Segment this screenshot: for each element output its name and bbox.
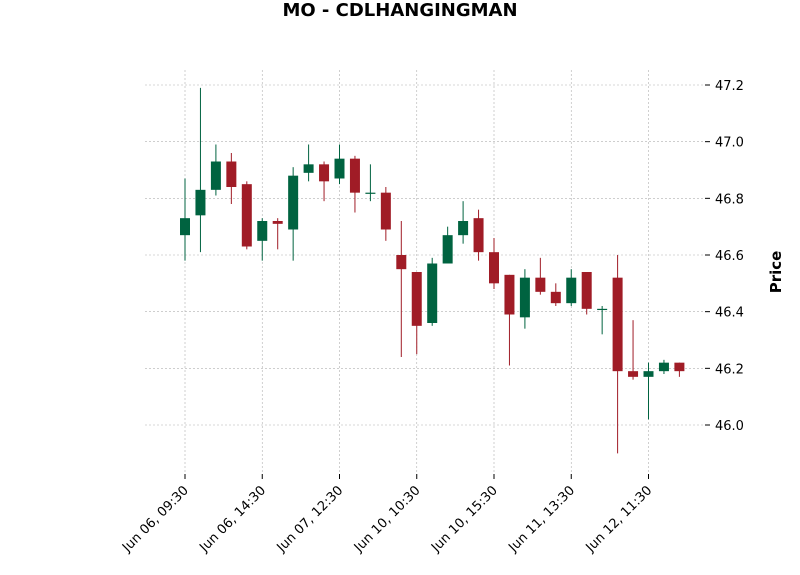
candles	[180, 87, 685, 454]
candle-down	[550, 283, 561, 306]
candle-body	[674, 362, 685, 372]
candle-down	[535, 257, 546, 295]
x-tick-label: Jun 10, 15:30	[428, 483, 501, 556]
chart-title: MO - CDLHANGINGMAN	[282, 0, 518, 21]
candle-body	[195, 189, 206, 216]
candle-body	[180, 218, 190, 236]
candle-up	[427, 257, 438, 326]
candle-body	[504, 274, 515, 315]
candle-body	[241, 184, 252, 247]
candle-body	[643, 371, 654, 377]
candle-body	[257, 221, 268, 241]
candle-body	[365, 192, 376, 194]
candle-down	[396, 221, 407, 357]
candle-body	[581, 272, 592, 309]
y-tick-label: 46.0	[715, 419, 744, 434]
candle-body	[380, 192, 391, 230]
candle-up	[257, 218, 268, 261]
candle-up	[658, 359, 669, 374]
x-axis: Jun 06, 09:30 Jun 06, 14:30 Jun 07, 12:30 J…	[119, 474, 655, 556]
candle-down	[349, 155, 360, 213]
candle-down	[241, 181, 252, 250]
candle-down	[411, 272, 422, 355]
candle-body	[597, 308, 608, 311]
candle-body	[566, 277, 577, 304]
candle-body	[612, 277, 623, 372]
candle-up	[195, 87, 206, 253]
candle-down	[272, 218, 283, 250]
x-tick-label: Jun 06, 09:30	[119, 483, 192, 556]
candle-down	[226, 153, 237, 204]
candle-body	[411, 272, 422, 326]
candle-up	[442, 226, 453, 264]
candle-body	[519, 277, 530, 318]
x-tick-label: Jun 06, 14:30	[196, 483, 269, 556]
candle-down	[504, 274, 515, 366]
candle-body	[550, 291, 561, 304]
candle-body	[288, 175, 299, 230]
y-tick-label: 46.6	[715, 249, 744, 264]
candle-up	[566, 269, 577, 306]
candle-down	[473, 209, 484, 261]
candle-down	[581, 272, 592, 315]
y-axis: 46.0 46.2 46.4 46.6 46.8 47.0 47.2	[705, 79, 744, 434]
x-tick-label: Jun 11, 13:30	[505, 483, 578, 556]
y-tick-label: 46.8	[715, 192, 744, 207]
candle-body	[349, 158, 360, 193]
candle-up	[334, 144, 345, 185]
y-tick-label: 46.2	[715, 362, 744, 377]
candle-body	[458, 221, 469, 236]
candle-body	[427, 263, 438, 323]
candle-up	[519, 269, 530, 329]
candle-body	[473, 218, 484, 253]
candle-body	[489, 252, 499, 284]
candle-up	[288, 167, 299, 261]
candle-down	[489, 238, 499, 289]
candle-up	[643, 362, 654, 420]
y-tick-label: 47.0	[715, 136, 744, 151]
candle-down	[319, 161, 330, 202]
candle-down	[628, 320, 639, 380]
candle-body	[396, 255, 407, 270]
candle-up	[597, 306, 608, 335]
candle-up	[303, 144, 314, 182]
candle-body	[210, 161, 221, 190]
candle-down	[612, 255, 623, 454]
y-tick-label: 47.2	[715, 79, 744, 94]
x-tick-label: Jun 12, 11:30	[583, 483, 656, 556]
candle-body	[442, 235, 453, 264]
candle-body	[226, 161, 237, 187]
candle-body	[628, 371, 639, 377]
x-tick-label: Jun 07, 12:30	[274, 483, 347, 556]
candle-up	[458, 201, 469, 244]
grid-lines	[145, 70, 705, 477]
x-tick-label: Jun 10, 10:30	[351, 483, 424, 556]
candle-body	[535, 277, 546, 292]
candle-up	[210, 144, 221, 196]
candle-body	[658, 362, 669, 372]
candle-down	[380, 187, 391, 241]
candle-body	[272, 221, 283, 224]
candle-body	[303, 164, 314, 173]
candle-up	[365, 164, 376, 202]
candle-body	[319, 164, 330, 182]
y-axis-label: Price	[767, 251, 785, 294]
candle-body	[334, 158, 345, 179]
y-tick-label: 46.4	[715, 306, 744, 321]
candle-down	[674, 362, 685, 377]
candle-up	[180, 178, 190, 261]
